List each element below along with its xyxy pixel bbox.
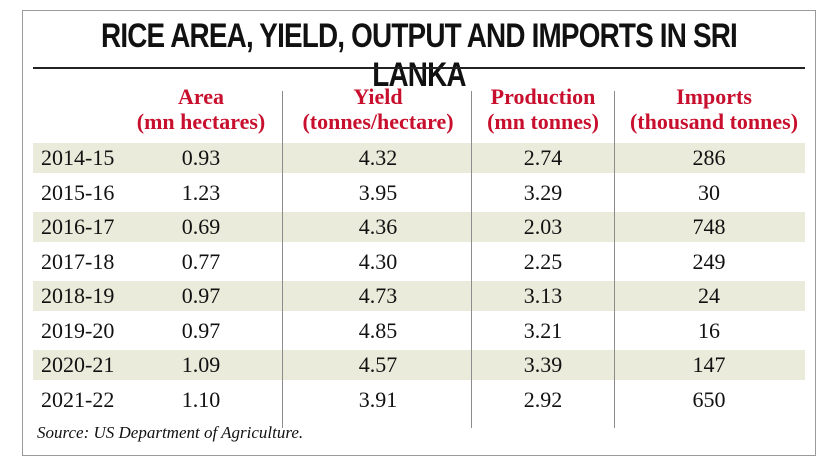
table-row: 2020-21 1.09 4.57 3.39 147 <box>33 350 805 380</box>
header-imports: Imports (thousand tonnes) <box>617 84 811 144</box>
production-value: 2.25 <box>523 248 563 274</box>
yield-value: 4.32 <box>358 145 398 170</box>
header-yield-name: Yield <box>353 84 403 109</box>
header-area-name: Area <box>177 84 225 109</box>
row-year: 2019-20 <box>41 317 115 343</box>
production-value: 3.39 <box>523 352 563 377</box>
imports-value: 24 <box>698 283 720 308</box>
area-value: 0.77 <box>181 248 221 274</box>
column-divider <box>614 91 615 428</box>
production-value: 2.74 <box>523 145 563 170</box>
column-headers: Area (mn hectares) Yield (tonnes/hectare… <box>23 84 815 152</box>
area-value: 1.09 <box>181 352 221 377</box>
production-value: 2.92 <box>523 386 563 412</box>
table-row: 2018-19 0.97 4.73 3.13 24 <box>33 281 805 311</box>
row-year: 2014-15 <box>41 145 115 170</box>
table-title: RICE AREA, YIELD, OUTPUT AND IMPORTS IN … <box>101 17 738 94</box>
yield-value: 4.73 <box>358 283 398 308</box>
row-year: 2015-16 <box>41 179 115 205</box>
yield-value: 4.57 <box>358 352 398 377</box>
header-imports-unit: (thousand tonnes) <box>629 109 799 134</box>
column-divider <box>471 91 472 428</box>
table-row: 2014-15 0.93 4.32 2.74 286 <box>33 143 805 173</box>
header-area: Area (mn hectares) <box>119 84 283 144</box>
header-production-name: Production <box>490 84 596 109</box>
header-area-unit: (mn hectares) <box>136 109 266 134</box>
area-value: 0.69 <box>181 214 221 239</box>
imports-value: 16 <box>698 317 720 343</box>
row-year: 2018-19 <box>41 283 115 308</box>
area-value: 1.10 <box>181 386 221 412</box>
row-year: 2021-22 <box>41 386 115 412</box>
production-value: 3.21 <box>523 317 563 343</box>
area-value: 0.97 <box>181 317 221 343</box>
table-row: 2017-18 0.77 4.30 2.25 249 <box>33 247 805 277</box>
area-value: 0.97 <box>181 283 221 308</box>
imports-value: 286 <box>692 145 726 170</box>
imports-value: 147 <box>692 352 726 377</box>
yield-value: 4.30 <box>358 248 398 274</box>
yield-value: 3.95 <box>358 179 398 205</box>
area-value: 1.23 <box>181 179 221 205</box>
yield-value: 3.91 <box>358 386 398 412</box>
row-year: 2016-17 <box>41 214 115 239</box>
row-year: 2020-21 <box>41 352 115 377</box>
column-divider <box>282 91 283 428</box>
imports-value: 30 <box>698 179 720 205</box>
table-row: 2019-20 0.97 4.85 3.21 16 <box>33 316 805 346</box>
area-value: 0.93 <box>181 145 221 170</box>
production-value: 3.13 <box>523 283 563 308</box>
table-row: 2015-16 1.23 3.95 3.29 30 <box>33 178 805 208</box>
header-production-unit: (mn tonnes) <box>487 109 599 134</box>
table-row: 2021-22 1.10 3.91 2.92 650 <box>33 385 805 415</box>
table-card: RICE AREA, YIELD, OUTPUT AND IMPORTS IN … <box>22 10 816 456</box>
production-value: 3.29 <box>523 179 563 205</box>
row-year: 2017-18 <box>41 248 115 274</box>
imports-value: 249 <box>692 248 726 274</box>
yield-value: 4.36 <box>358 214 398 239</box>
table-row: 2016-17 0.69 4.36 2.03 748 <box>33 212 805 242</box>
header-yield-unit: (tonnes/hectare) <box>302 109 454 134</box>
title-divider <box>33 67 805 69</box>
imports-value: 650 <box>692 386 726 412</box>
source-note: Source: US Department of Agriculture. <box>37 423 304 442</box>
header-yield: Yield (tonnes/hectare) <box>285 84 471 144</box>
imports-value: 748 <box>692 214 726 239</box>
yield-value: 4.85 <box>358 317 398 343</box>
header-production: Production (mn tonnes) <box>473 84 613 144</box>
header-imports-name: Imports <box>676 84 752 109</box>
production-value: 2.03 <box>523 214 563 239</box>
